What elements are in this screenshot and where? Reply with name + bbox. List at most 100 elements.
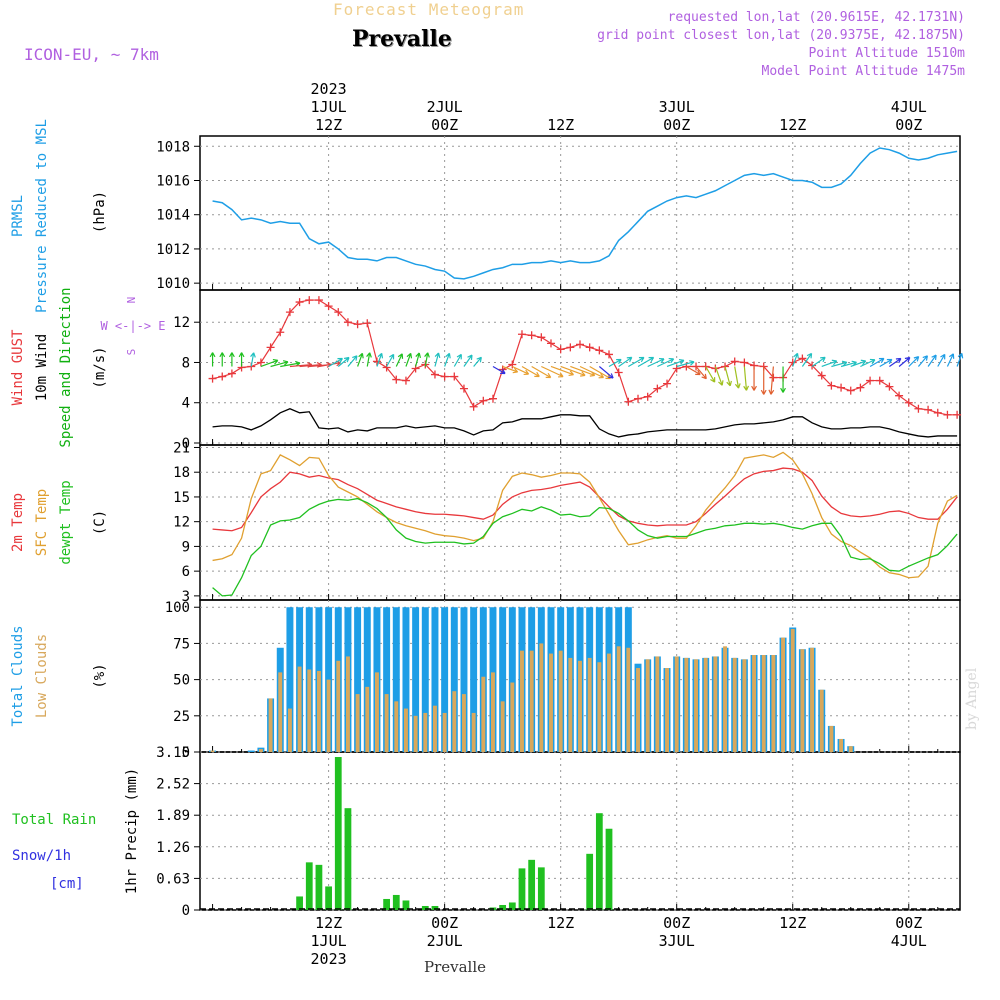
low-cloud-bar bbox=[374, 672, 379, 752]
time-label-top: 12Z bbox=[547, 116, 574, 134]
wind-direction-arrow bbox=[889, 357, 902, 367]
panel-frame-0 bbox=[199, 135, 961, 291]
gust-marker bbox=[488, 394, 497, 403]
gust-marker bbox=[469, 402, 478, 411]
compass-north: N bbox=[125, 297, 138, 304]
gust-marker bbox=[401, 376, 410, 385]
low-cloud-bar bbox=[655, 656, 660, 752]
low-cloud-bar bbox=[316, 670, 321, 752]
model-altitude: Model Point Altitude 1475m bbox=[761, 64, 966, 79]
low-cloud-bar bbox=[665, 668, 669, 752]
gust-marker bbox=[295, 298, 304, 307]
wind-direction-arrow bbox=[618, 356, 633, 367]
wind-direction-arrow bbox=[792, 352, 799, 367]
gust-marker bbox=[285, 308, 294, 317]
rain-bar bbox=[296, 896, 303, 910]
time-label-bottom: 00Z bbox=[431, 914, 458, 932]
wind-direction-arrow bbox=[238, 352, 245, 367]
low-cloud-bar bbox=[713, 656, 718, 752]
time-label-bottom: 2JUL bbox=[427, 932, 463, 950]
ytick-label: 0.63 bbox=[156, 871, 190, 887]
panel-label: Low Clouds bbox=[34, 634, 50, 718]
ytick-label: 1010 bbox=[156, 276, 190, 292]
ytick-label: 2.52 bbox=[156, 777, 190, 793]
low-cloud-bar bbox=[723, 646, 727, 752]
low-cloud-bar bbox=[732, 657, 737, 752]
panel-label: 1hr Precip (mm) bbox=[124, 768, 140, 894]
total-cloud-bar bbox=[412, 607, 420, 752]
gust-marker bbox=[517, 330, 526, 339]
low-cloud-bar bbox=[210, 750, 215, 752]
low-cloud-bar bbox=[578, 660, 582, 752]
low-cloud-bar bbox=[462, 694, 466, 752]
gust-marker bbox=[537, 333, 546, 342]
wind-direction-arrow bbox=[219, 352, 226, 367]
time-label-top: 12Z bbox=[779, 116, 806, 134]
rain-bar bbox=[518, 868, 526, 910]
rain-bar bbox=[344, 808, 352, 910]
ytick-label: 1.26 bbox=[156, 840, 190, 856]
panel-label: SFC Temp bbox=[34, 489, 50, 556]
ytick-label: 21 bbox=[173, 440, 190, 456]
total-cloud-bar bbox=[247, 750, 255, 752]
gust-marker bbox=[866, 376, 875, 385]
ytick-label: 9 bbox=[182, 539, 190, 555]
wind-direction-arrow bbox=[386, 353, 395, 367]
time-label-top: 00Z bbox=[663, 116, 690, 134]
ytick-label: 1.89 bbox=[156, 808, 190, 824]
wind-speed-line bbox=[212, 408, 958, 438]
gust-marker bbox=[605, 350, 614, 359]
rain-bar bbox=[305, 862, 313, 910]
low-cloud-bar bbox=[848, 746, 853, 752]
time-label-top: 2023 bbox=[311, 80, 347, 98]
low-cloud-bar bbox=[607, 653, 611, 752]
low-cloud-bar bbox=[394, 701, 399, 752]
rain-bar bbox=[528, 859, 536, 910]
time-label-bottom: 2023 bbox=[311, 950, 347, 968]
compass-label: W <-|-> E bbox=[100, 319, 165, 333]
wind-direction-arrow bbox=[473, 356, 482, 367]
wind-direction-arrow bbox=[521, 365, 540, 378]
wind-direction-arrow bbox=[686, 365, 701, 376]
low-cloud-bar bbox=[742, 659, 747, 752]
low-cloud-bar bbox=[616, 646, 621, 752]
low-cloud-bar bbox=[558, 650, 563, 752]
wind-direction-arrow bbox=[801, 352, 813, 367]
ytick-label: 3 bbox=[182, 589, 190, 605]
rain-bar bbox=[537, 867, 545, 910]
gust-marker bbox=[334, 308, 343, 317]
low-cloud-bar bbox=[481, 676, 486, 752]
wind-direction-arrow bbox=[821, 359, 838, 368]
ytick-label: 18 bbox=[173, 465, 190, 481]
gust-marker bbox=[808, 361, 817, 370]
ytick-label: 25 bbox=[173, 709, 190, 725]
panel-label: Total Rain bbox=[12, 812, 96, 828]
ytick-label: 1018 bbox=[156, 139, 190, 155]
gust-marker bbox=[846, 386, 855, 395]
wind-direction-arrow bbox=[917, 355, 929, 367]
gust-marker bbox=[634, 394, 643, 403]
rain-bar bbox=[499, 904, 507, 910]
gust-marker bbox=[730, 357, 739, 366]
gust-marker bbox=[314, 296, 323, 305]
rain-bar bbox=[325, 886, 332, 910]
gust-marker bbox=[256, 358, 265, 367]
low-cloud-bar bbox=[287, 708, 292, 752]
ytick-label: 8 bbox=[182, 355, 190, 371]
total-cloud-bar bbox=[508, 607, 516, 752]
low-cloud-bar bbox=[326, 679, 331, 752]
low-cloud-bar bbox=[413, 715, 418, 752]
footer-location: Prevalle bbox=[424, 958, 487, 976]
wind-direction-arrow bbox=[860, 358, 876, 368]
time-label-bottom: 1JUL bbox=[311, 932, 347, 950]
wind-direction-arrow bbox=[270, 360, 289, 368]
gust-marker bbox=[769, 373, 778, 382]
low-cloud-bar bbox=[433, 705, 437, 752]
low-cloud-bar bbox=[568, 657, 573, 752]
gust-marker bbox=[943, 410, 952, 419]
gust-marker bbox=[363, 319, 372, 328]
low-cloud-bar bbox=[819, 689, 824, 752]
total-cloud-bar bbox=[392, 607, 400, 752]
time-label-bottom: 4JUL bbox=[891, 932, 927, 950]
low-cloud-bar bbox=[800, 649, 805, 752]
